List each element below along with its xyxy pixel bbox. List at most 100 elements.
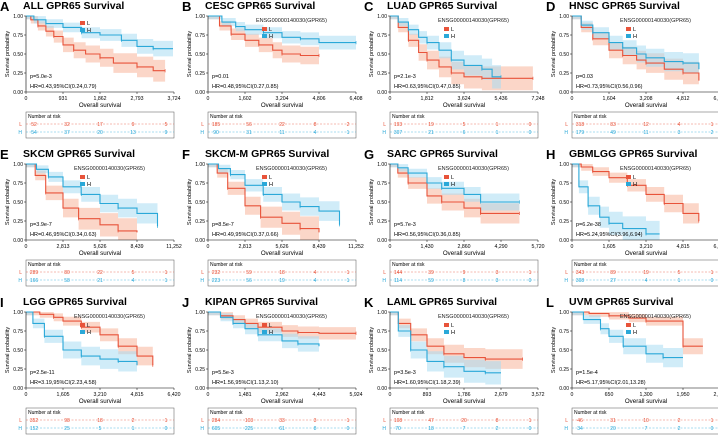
x-tick-label: 2,860 [458,244,471,250]
panel-letter: F [182,147,190,162]
risk-count: 98 [64,418,70,424]
risk-count: 605 [212,426,221,432]
km-plot-C: 1.00 0.75 0.50 0.25 0.00 Survival probability… [369,14,545,139]
x-tick-label: 1,950 [677,392,690,398]
risk-count: 108 [394,418,403,424]
y-tick-label: 0.00 [13,386,23,392]
p-value: p=5.7e-3 [394,222,416,228]
risk-table-title: Number at risk [210,114,243,120]
risk-count: 61 [279,426,285,432]
hazard-ratio: HR=0.63,95%CI(0.47,0.85) [394,84,461,90]
ci-band-L [208,164,319,240]
risk-count: 166 [30,278,39,284]
y-tick-label: 1.00 [377,14,387,20]
p-value: p=2.5e-11 [30,370,55,376]
km-panel-C: C LUAD GPR65 Survival 1.00 0.75 0.50 0.25 0.00… [364,0,545,144]
ci-band-L [572,164,699,233]
legend-label-L: L [269,175,272,181]
survival-curve-L [208,15,319,57]
ci-band-H [572,164,660,240]
legend-label-H: H [451,182,455,188]
km-panel-H: H GBMLGG GPR65 Survival 1.00 0.75 0.50 0.25 0.… [546,147,718,292]
risk-count: 58 [64,278,70,284]
risk-count: 12 [643,122,649,128]
risk-count: 9 [165,130,168,136]
panel-letter: C [364,0,374,14]
risk-table-frame [389,259,539,287]
risk-count: 2 [711,130,714,136]
x-tick-label: 3,210 [640,244,653,250]
legend-title: ENSG00000140030(GPR65) [438,18,509,24]
y-tick-label: 0.00 [13,90,23,96]
p-value: p=8.5e-7 [212,222,234,228]
risk-count: 52 [31,122,37,128]
risk-count: 7 [645,426,648,432]
legend-title: ENSG00000140030(GPR65) [74,314,145,320]
legend-swatch-H [626,182,631,186]
y-axis-label: Survival probability [551,31,557,77]
y-tick-label: 0.00 [195,386,205,392]
legend-swatch-H [80,28,85,32]
y-tick-label: 1.00 [377,162,387,168]
y-tick-label: 0.25 [13,219,23,225]
y-tick-label: 0.25 [195,219,205,225]
km-panel-G: G SARC GPR65 Survival 1.00 0.75 0.50 0.25 0.00… [364,147,545,292]
y-tick-label: 1.00 [13,14,23,20]
km-panel-K: K LAML GPR65 Survival 1.00 0.75 0.50 0.25 0.00… [364,295,545,440]
ci-band-H [390,164,520,211]
y-tick-label: 0.75 [13,329,23,335]
risk-row-label-L: L [201,122,204,128]
x-tick-label: 3,724 [168,96,181,102]
legend-swatch-L [80,21,85,25]
x-tick-label: 0 [389,392,392,398]
panel-letter: H [546,147,556,162]
p-value: p=5.0e-3 [30,74,52,80]
legend-swatch-H [444,182,449,186]
km-plot-H: 1.00 0.75 0.50 0.25 0.00 Survival probability… [551,162,718,287]
risk-count: 2 [496,426,499,432]
y-axis-label: Survival probability [5,327,11,373]
risk-count: 0 [529,122,532,128]
y-tick-label: 0.75 [13,181,23,187]
x-tick-label: 4,815 [677,244,690,250]
km-plot-B: 1.00 0.75 0.50 0.25 0.00 Survival probability… [187,14,363,139]
y-tick-label: 0.75 [377,329,387,335]
km-plot-J: 1.00 0.75 0.50 0.25 0.00 Survival probability… [187,310,363,435]
panel-title: LUAD GPR65 Survival [387,0,498,12]
risk-count: 13 [130,130,136,136]
risk-count: 6 [463,130,466,136]
risk-row-label-L: L [19,122,22,128]
legend-swatch-L [626,27,631,31]
risk-count: 18 [279,270,285,276]
risk-count: 7 [463,426,466,432]
legend-label-L: L [633,323,636,329]
y-tick-label: 1.00 [559,14,569,20]
y-tick-label: 1.00 [559,162,569,168]
risk-count: 3 [678,130,681,136]
risk-count: 20 [97,130,103,136]
legend-swatch-H [262,182,267,186]
legend-label-L: L [269,27,272,33]
risk-count: 343 [576,270,585,276]
risk-row-label-L: L [383,418,386,424]
risk-count: 0 [529,130,532,136]
risk-count: 11 [643,130,648,136]
x-tick-label: 6,416 [714,96,718,102]
risk-table-title: Number at risk [392,262,425,268]
survival-curve-L [572,311,703,347]
x-axis-label: Overall survival [625,398,667,405]
risk-count: 25 [64,426,70,432]
survival-curve-H [390,163,520,203]
legend-title: ENSG00000140030(GPR65) [620,18,691,24]
risk-table-frame [25,259,175,287]
km-plot-F: 1.00 0.75 0.50 0.25 0.00 Survival probability… [187,162,364,287]
hazard-ratio: HR=5.17,95%CI(2.01,13.28) [576,380,646,386]
survival-curve-L [390,163,520,214]
x-tick-label: 3,204 [276,96,289,102]
legend-swatch-H [626,330,631,334]
km-panel-F: F SKCM-M GPR65 Survival 1.00 0.75 0.50 0.25 0.… [182,147,364,292]
x-tick-label: 11,252 [348,244,364,250]
survival-curve-H [390,311,501,374]
legend-swatch-L [80,175,85,179]
legend-title: ENSG00000140030(GPR65) [256,18,327,24]
